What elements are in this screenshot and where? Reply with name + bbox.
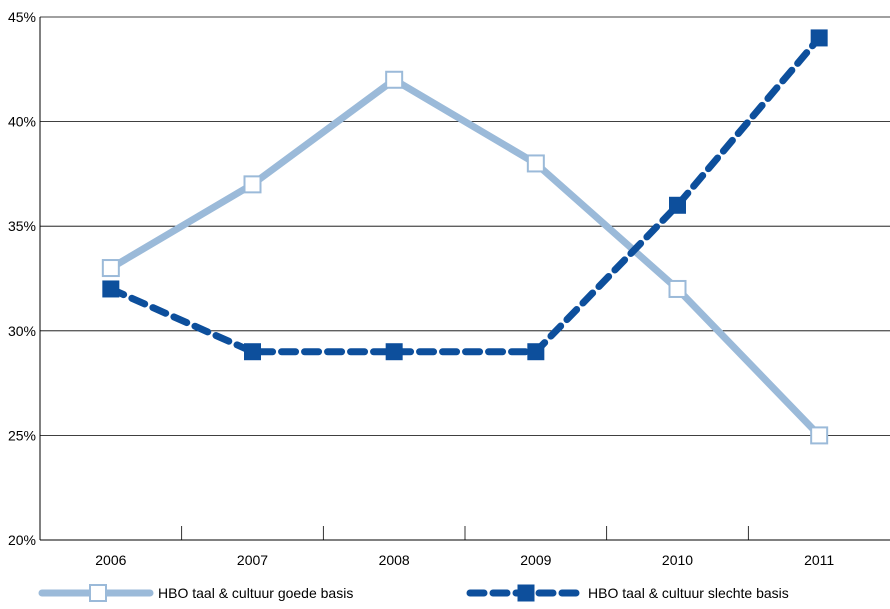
series-line-1 xyxy=(107,34,823,356)
y-tick-label: 40% xyxy=(8,114,36,130)
x-tick-label: 2011 xyxy=(804,552,834,568)
series-point xyxy=(101,259,120,278)
axes: 20% 25% 30% 35% 40% 45% 2006 2007 2008 2009 2010 20… xyxy=(8,9,890,568)
legend-item-slechte-basis: HBO taal & cultuur slechte basis xyxy=(466,584,789,602)
y-tick-label: 45% xyxy=(8,9,36,25)
x-tick-label: 2008 xyxy=(379,552,410,568)
series-point xyxy=(102,280,120,298)
series-point xyxy=(526,154,545,173)
legend-swatch-marker-slechte-basis xyxy=(517,584,535,602)
legend-swatch-marker-goede-basis xyxy=(89,584,107,602)
x-tick-label: 2010 xyxy=(662,552,693,568)
y-tick-label: 35% xyxy=(8,218,36,234)
series-point xyxy=(810,426,829,445)
series-point xyxy=(244,343,261,361)
series-point xyxy=(385,70,404,89)
x-tick-label: 2007 xyxy=(237,552,268,568)
series-point xyxy=(669,196,686,214)
y-tick-label: 20% xyxy=(8,532,36,548)
series-point xyxy=(810,29,828,47)
x-tick-label: 2006 xyxy=(95,552,126,568)
legend-label-goede-basis: HBO taal & cultuur goede basis xyxy=(158,585,353,601)
legend-label-slechte-basis: HBO taal & cultuur slechte basis xyxy=(588,585,789,601)
series-point xyxy=(385,343,403,361)
y-tick-label: 25% xyxy=(8,427,36,443)
legend-item-goede-basis: HBO taal & cultuur goede basis xyxy=(38,584,353,602)
series-lines xyxy=(101,29,829,445)
series-point xyxy=(668,279,687,298)
y-tick-label: 30% xyxy=(8,323,36,339)
series-line-0 xyxy=(107,76,823,439)
x-tick-label: 2009 xyxy=(520,552,551,568)
series-point xyxy=(243,175,262,194)
legend: HBO taal & cultuur goede basis HBO taal … xyxy=(38,584,789,602)
series-point xyxy=(527,343,545,361)
